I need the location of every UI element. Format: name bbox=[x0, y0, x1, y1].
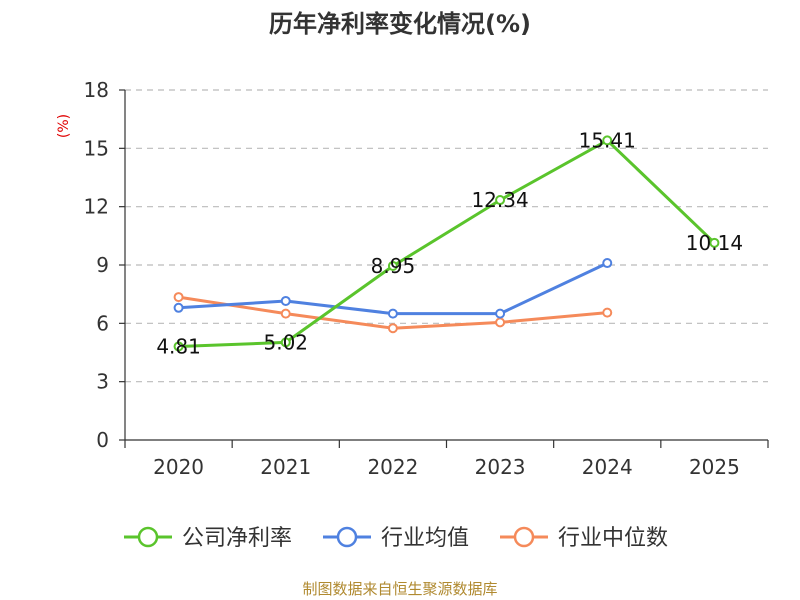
data-point bbox=[602, 307, 613, 318]
data-point bbox=[709, 237, 720, 248]
data-point bbox=[602, 135, 613, 146]
legend-marker bbox=[137, 526, 159, 548]
data-point bbox=[173, 341, 184, 352]
data-label: 10.14 bbox=[686, 231, 743, 255]
legend-item-1[interactable]: 行业均值 bbox=[323, 526, 469, 551]
data-point bbox=[387, 323, 398, 334]
series-layer: 4.81 5.02 8.95 12.34 15.41 10.14 bbox=[156, 128, 743, 358]
data-point bbox=[602, 258, 613, 269]
grid-lines bbox=[125, 89, 768, 383]
data-point bbox=[387, 260, 398, 271]
data-label: 4.81 bbox=[156, 334, 201, 358]
data-source-note: 制图数据来自恒生聚源数据库 bbox=[302, 580, 497, 598]
y-tick-label: 12 bbox=[84, 195, 109, 219]
x-tick-label-2023: 2023 bbox=[475, 455, 526, 479]
data-point bbox=[495, 317, 506, 328]
legend-label: 行业中位数 bbox=[558, 526, 668, 551]
data-label: 15.41 bbox=[579, 128, 636, 152]
data-point bbox=[495, 308, 506, 319]
x-tick-label-2025: 2025 bbox=[689, 455, 740, 479]
data-point bbox=[495, 195, 506, 206]
y-tick-label: 6 bbox=[96, 311, 109, 335]
y-tick-label: 3 bbox=[96, 370, 109, 394]
data-label: 12.34 bbox=[471, 188, 528, 212]
data-label: 5.02 bbox=[263, 330, 308, 354]
data-point bbox=[280, 295, 291, 306]
data-label: 8.95 bbox=[371, 254, 416, 278]
legend-marker bbox=[336, 526, 358, 548]
series-line-0 bbox=[178, 138, 716, 348]
data-point bbox=[280, 337, 291, 348]
y-tick-label: 18 bbox=[84, 78, 109, 102]
axes: 0 3 6 9 12 15 18 2020 2021 2022 2023 2024 2025 bbox=[84, 78, 769, 479]
legend-label: 行业均值 bbox=[381, 526, 469, 551]
legend-item-0[interactable]: 公司净利率 bbox=[124, 526, 292, 551]
legend[interactable]: 公司净利率 行业均值 行业中位数 bbox=[124, 526, 668, 551]
y-tick-label: 15 bbox=[84, 136, 109, 160]
data-point bbox=[173, 292, 184, 303]
data-point bbox=[173, 302, 184, 313]
x-tick-label-2021: 2021 bbox=[260, 455, 311, 479]
y-tick-label: 9 bbox=[96, 253, 109, 277]
legend-item-2[interactable]: 行业中位数 bbox=[500, 526, 668, 551]
data-point bbox=[280, 308, 291, 319]
y-axis-unit: (%) bbox=[56, 114, 72, 138]
y-tick-label: 0 bbox=[96, 428, 109, 452]
legend-label: 公司净利率 bbox=[182, 526, 292, 551]
x-tick-label-2022: 2022 bbox=[367, 455, 418, 479]
data-point bbox=[387, 308, 398, 319]
x-tick-label-2020: 2020 bbox=[153, 455, 204, 479]
x-tick-label-2024: 2024 bbox=[582, 455, 633, 479]
legend-marker bbox=[513, 526, 535, 548]
chart-title: 历年净利率变化情况(%) bbox=[269, 10, 531, 38]
